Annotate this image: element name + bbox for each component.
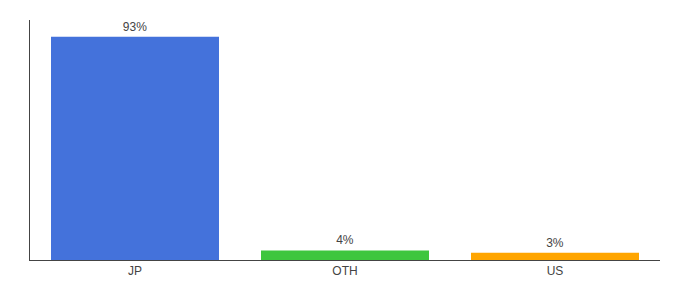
svg-text:93%: 93% bbox=[123, 20, 147, 34]
svg-text:JP: JP bbox=[128, 264, 142, 278]
svg-text:3%: 3% bbox=[546, 236, 564, 250]
svg-text:OTH: OTH bbox=[332, 264, 357, 278]
svg-text:US: US bbox=[547, 264, 564, 278]
svg-text:4%: 4% bbox=[336, 233, 354, 247]
